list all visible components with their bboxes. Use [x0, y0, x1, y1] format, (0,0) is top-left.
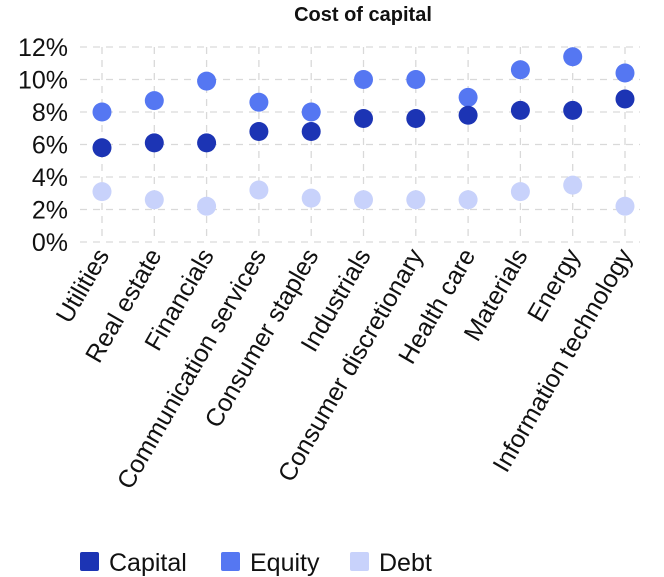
y-tick-label: 8% [32, 99, 68, 127]
y-tick-label: 4% [32, 164, 68, 192]
point-debt [354, 190, 373, 210]
point-capital [563, 100, 583, 120]
y-tick-label: 10% [18, 67, 68, 95]
point-debt [92, 182, 112, 202]
point-capital [197, 133, 217, 153]
point-debt [563, 175, 583, 195]
point-capital [249, 122, 269, 141]
chart-title: Cost of capital [294, 4, 432, 26]
legend-swatch [350, 552, 369, 571]
point-capital [615, 89, 635, 109]
legend-label: Capital [109, 549, 187, 577]
point-debt [406, 190, 426, 210]
point-capital [458, 105, 478, 125]
point-capital [92, 138, 112, 158]
legend-item-debt: Debt [350, 549, 432, 577]
point-capital [510, 100, 530, 120]
point-equity [144, 91, 164, 111]
legend-label: Equity [250, 549, 320, 577]
legend-item-capital: Capital [80, 549, 187, 577]
y-tick-label: 2% [32, 197, 68, 225]
point-equity [301, 102, 321, 122]
point-capital [406, 109, 426, 128]
y-tick-label: 6% [32, 132, 68, 160]
point-debt [301, 188, 321, 208]
point-equity [563, 47, 583, 67]
point-equity [406, 70, 426, 89]
point-debt [249, 180, 269, 200]
point-equity [615, 63, 635, 83]
point-capital [354, 109, 373, 128]
legend-swatch [80, 552, 99, 571]
legend-item-equity: Equity [221, 549, 320, 577]
point-debt [615, 196, 635, 216]
point-equity [458, 87, 478, 107]
point-equity [249, 92, 269, 112]
legend-swatch [221, 552, 240, 571]
point-equity [510, 60, 530, 80]
y-axis-ticks: 0% 2% 4% 6% 8% 10% 12% [18, 34, 68, 257]
legend-label: Debt [379, 549, 432, 577]
y-tick-label: 12% [18, 34, 68, 62]
point-equity [197, 71, 217, 91]
point-equity [354, 70, 373, 89]
data-points [92, 47, 635, 216]
point-debt [458, 190, 478, 210]
y-tick-label: 0% [32, 229, 68, 257]
point-capital [301, 122, 321, 141]
point-debt [510, 182, 530, 202]
point-capital [144, 133, 164, 153]
legend: Capital Equity Debt [80, 549, 432, 577]
point-debt [144, 190, 164, 210]
point-debt [197, 196, 217, 216]
point-equity [92, 102, 112, 122]
